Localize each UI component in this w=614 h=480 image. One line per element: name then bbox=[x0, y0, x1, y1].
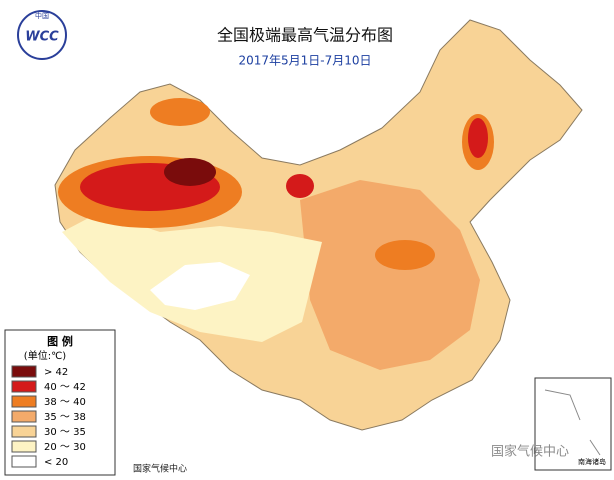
legend-swatch bbox=[11, 440, 37, 453]
cold-zone bbox=[150, 262, 250, 310]
legend-title: 图 例 bbox=[47, 334, 73, 348]
legend-label: 40 ～ 42 bbox=[44, 382, 86, 393]
logo-ring bbox=[17, 10, 67, 60]
central-hot bbox=[375, 240, 435, 270]
logo: 中国 WCC bbox=[17, 10, 67, 60]
legend-swatch bbox=[11, 380, 37, 393]
legend-label: 20 ～ 30 bbox=[44, 442, 86, 453]
legend-label: 35 ～ 38 bbox=[44, 412, 86, 423]
legend-swatch bbox=[11, 425, 37, 438]
inner-mongolia-hot bbox=[286, 174, 314, 198]
watermark: 国家气候中心 bbox=[491, 444, 569, 460]
legend-swatch bbox=[11, 395, 37, 408]
warm-zone bbox=[300, 180, 480, 370]
inset-lines bbox=[544, 389, 601, 456]
legend: 图 例 (单位:℃) > 42 40 ～ 42 38 ～ 40 35 ～ 38 30 ～… bbox=[4, 329, 116, 476]
map-title: 全国极端最高气温分布图 bbox=[217, 26, 393, 45]
china-map bbox=[54, 19, 583, 431]
logo-text: WCC bbox=[25, 30, 59, 45]
northeast-hotter bbox=[468, 118, 488, 158]
logo-top: 中国 bbox=[35, 11, 49, 20]
legend-swatch bbox=[11, 455, 37, 468]
legend-label: > 42 bbox=[44, 367, 68, 378]
inset: 南海诸岛 bbox=[534, 377, 612, 471]
inset-label: 南海诸岛 bbox=[578, 457, 606, 466]
north-xinjiang-hot bbox=[150, 98, 210, 126]
legend-unit: (单位:℃) bbox=[24, 349, 67, 362]
legend-label: < 20 bbox=[44, 457, 68, 468]
legend-swatch bbox=[11, 365, 37, 378]
inset-box bbox=[534, 377, 612, 471]
legend-swatch bbox=[11, 410, 37, 423]
xinjiang-hottest bbox=[164, 158, 216, 186]
legend-label: 30 ～ 35 bbox=[44, 427, 86, 438]
map-subtitle: 2017年5月1日-7月10日 bbox=[238, 54, 371, 68]
footer: 国家气候中心 bbox=[133, 463, 187, 475]
legend-items: > 42 40 ～ 42 38 ～ 40 35 ～ 38 30 ～ 35 20 ～ 30 <… bbox=[11, 365, 86, 468]
legend-label: 38 ～ 40 bbox=[44, 397, 86, 408]
